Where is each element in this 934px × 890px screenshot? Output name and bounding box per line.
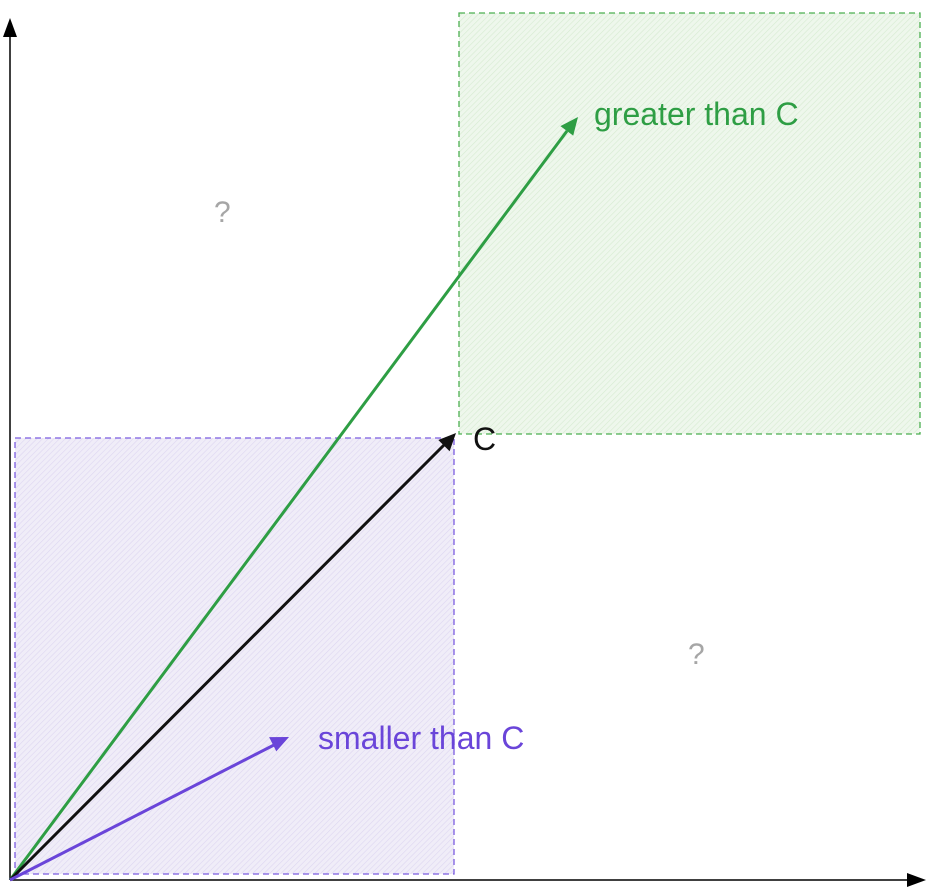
y-axis bbox=[3, 18, 17, 880]
greater-vector bbox=[8, 117, 578, 881]
c-vector bbox=[8, 433, 456, 882]
greater-label: greater than C bbox=[594, 96, 799, 132]
smaller-vector-arrowhead bbox=[269, 737, 289, 752]
x-axis bbox=[10, 873, 926, 887]
greater-vector-arrowhead bbox=[560, 117, 578, 136]
c-vector-arrowhead bbox=[438, 433, 456, 452]
greater-region bbox=[458, 12, 921, 435]
smaller-label: smaller than C bbox=[318, 720, 524, 756]
smaller-vector bbox=[9, 737, 289, 882]
arrowhead-right-icon bbox=[907, 873, 926, 887]
arrowhead-up-icon bbox=[3, 18, 17, 37]
unknown-top-left-label: ? bbox=[214, 196, 231, 229]
c-label: C bbox=[473, 421, 496, 457]
unknown-bottom-right-label: ? bbox=[688, 638, 705, 671]
